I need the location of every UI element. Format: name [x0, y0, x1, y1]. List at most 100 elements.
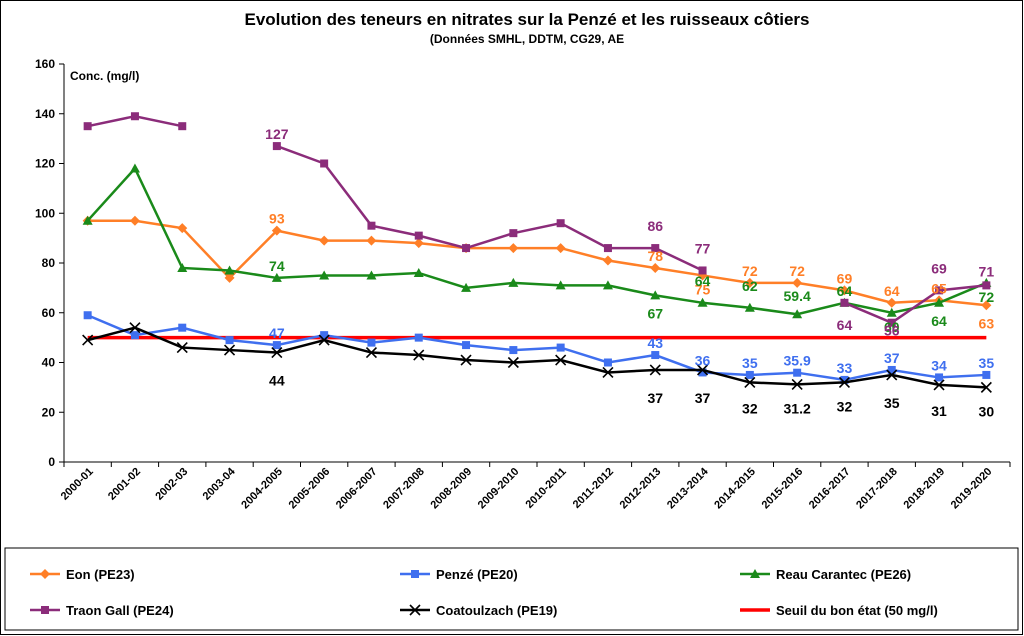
y-tick-label: 100: [35, 206, 55, 220]
legend: Eon (PE23) Penzé (PE20) Reau Carantec (PE2…: [4, 547, 1019, 631]
data-label: 36: [695, 352, 711, 368]
data-point-marker: [791, 378, 803, 390]
data-label: 127: [265, 126, 289, 142]
data-label: 37: [695, 390, 711, 406]
data-point-marker: [413, 267, 424, 277]
data-point-marker: [649, 364, 661, 376]
legend-label: Coatoulzach (PE19): [436, 603, 557, 618]
data-point-marker: [508, 277, 519, 287]
data-label: 37: [884, 350, 900, 366]
data-label: 31.2: [784, 400, 811, 416]
series-line: [87, 314, 987, 382]
data-point-marker: [744, 302, 755, 312]
data-label: 47: [269, 325, 285, 341]
legend-swatch-marker: [40, 569, 50, 579]
data-label: 44: [269, 373, 285, 389]
y-ticks: 0 20 40 60 80 100 120 140 160: [35, 57, 64, 469]
data-point-marker: [130, 331, 139, 340]
data-point-marker: [886, 297, 897, 308]
series-3: [83, 112, 991, 327]
data-point-marker: [177, 223, 188, 234]
chart-subtitle: (Données SMHL, DDTM, CG29, AE: [430, 32, 624, 46]
data-point-marker: [698, 368, 707, 377]
data-point-marker: [318, 334, 330, 346]
data-label: 93: [269, 211, 285, 227]
data-label: 32: [837, 398, 853, 414]
data-point-marker: [129, 215, 140, 226]
y-tick-label: 140: [35, 107, 55, 121]
data-label: 35.9: [784, 353, 811, 369]
data-label: 77: [695, 240, 711, 256]
data-point-marker: [320, 159, 329, 168]
data-point-marker: [792, 309, 803, 319]
plot-area: [63, 64, 1010, 463]
plot-background: [64, 64, 1010, 462]
data-point-marker: [744, 376, 756, 388]
data-label: 33: [837, 360, 853, 376]
legend-box: [4, 547, 1019, 631]
series-layer: [82, 112, 992, 393]
data-point-marker: [696, 364, 709, 376]
data-point-marker: [981, 300, 992, 311]
data-label: 35: [884, 395, 900, 411]
data-point-marker: [462, 244, 471, 253]
series-line: [843, 284, 987, 325]
data-point-marker: [82, 215, 93, 225]
data-point-marker: [224, 265, 235, 275]
data-label: 35: [979, 355, 995, 371]
data-point-marker: [176, 342, 188, 354]
data-label: 34: [931, 357, 947, 373]
data-point-marker: [319, 235, 330, 246]
data-point-marker: [271, 225, 282, 236]
data-label: 64: [837, 283, 853, 299]
data-point-marker: [886, 307, 897, 317]
data-point-marker: [838, 376, 851, 388]
data-point-marker: [271, 346, 283, 359]
y-tick-label: 60: [42, 306, 56, 320]
data-label: 56: [884, 323, 900, 339]
data-point-marker: [367, 338, 376, 347]
data-label: 63: [979, 315, 995, 331]
data-point-marker: [839, 285, 850, 296]
data-point-marker: [462, 341, 471, 350]
data-label: 72: [789, 263, 805, 279]
chart-title: Evolution des teneurs en nitrates sur la…: [245, 10, 810, 29]
legend-swatch-marker: [409, 604, 421, 616]
data-point-marker: [366, 270, 377, 280]
data-point-marker: [934, 297, 945, 307]
data-point-marker: [555, 354, 567, 366]
data-label: 64: [695, 273, 711, 289]
data-point-marker: [887, 318, 896, 327]
data-point-marker: [272, 142, 281, 151]
series-1: [83, 311, 991, 384]
data-point-marker: [602, 280, 613, 290]
data-point-marker: [602, 366, 614, 379]
series-line: [86, 166, 987, 316]
data-label: 31: [931, 403, 947, 419]
data-label: 78: [647, 248, 663, 264]
data-point-marker: [555, 280, 566, 290]
legend-item: Eon (PE23): [30, 567, 135, 582]
legend-label: Eon (PE23): [66, 567, 135, 582]
legend-swatch-marker: [411, 570, 419, 578]
data-point-marker: [933, 379, 945, 391]
series-line: [87, 326, 987, 389]
data-label: 72: [742, 263, 758, 279]
data-label: 62: [742, 278, 758, 294]
data-label: 60: [884, 319, 900, 335]
data-label: 59.4: [784, 288, 811, 304]
legend-item: Coatoulzach (PE19): [400, 603, 557, 618]
data-point-marker: [460, 354, 472, 366]
data-point-marker: [365, 346, 378, 359]
series-line: [276, 144, 704, 272]
data-label: 71: [979, 263, 995, 279]
data-label: 69: [837, 270, 853, 286]
data-point-marker: [744, 277, 755, 288]
data-point-marker: [886, 369, 898, 381]
data-point-marker: [935, 373, 944, 382]
data-label: 64: [931, 313, 947, 329]
data-point-marker: [223, 344, 236, 356]
y-tick-label: 80: [42, 256, 56, 270]
legend-item: Penzé (PE20): [400, 567, 518, 582]
